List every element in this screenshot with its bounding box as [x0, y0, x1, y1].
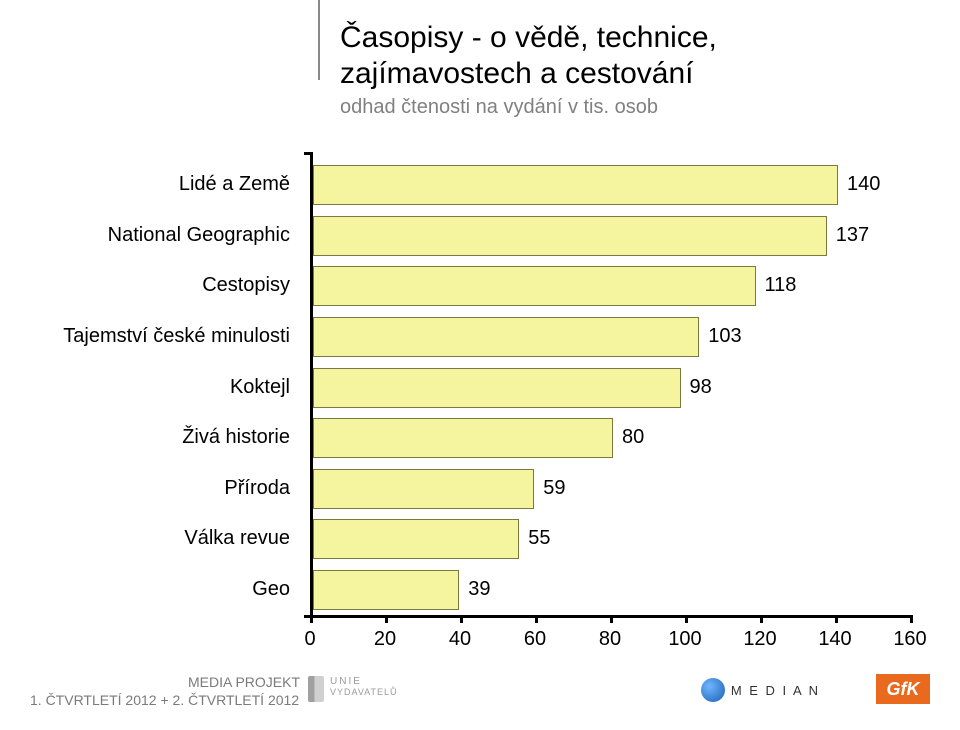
bar-value: 98 [690, 376, 712, 399]
bar-value: 140 [847, 173, 880, 196]
category-label: National Geographic [40, 224, 290, 246]
category-label: Živá historie [40, 426, 290, 448]
bar [313, 216, 827, 256]
bar-value: 80 [622, 426, 644, 449]
cpa-logo-icon [308, 676, 324, 702]
plot-area: 1401371181039880595539020406080100120140… [310, 160, 910, 638]
x-tick-label: 20 [374, 628, 396, 651]
bar [313, 418, 613, 458]
x-tick [910, 615, 913, 623]
median-dot-icon [701, 678, 725, 702]
median-text: M E D I A N [731, 683, 820, 698]
category-labels: Lidé a Země National Geographic Cestopisy T… [40, 160, 300, 610]
footer-line-1: MEDIA PROJEKT [188, 674, 300, 690]
bar [313, 266, 756, 306]
x-tick [835, 615, 838, 623]
x-tick-label: 0 [304, 628, 315, 651]
median-logo: M E D I A N [701, 678, 820, 702]
bar [313, 469, 534, 509]
unie-top: UNIE [330, 676, 362, 687]
category-label: Koktejl [40, 376, 290, 398]
gfk-logo: GfK [876, 674, 930, 704]
x-tick-label: 60 [524, 628, 546, 651]
category-label: Tajemství české minulosti [40, 325, 290, 347]
bar [313, 317, 699, 357]
title-block: Časopisy - o vědě, technice, zajímavoste… [340, 20, 900, 119]
bar-value: 118 [765, 274, 797, 297]
x-tick-label: 40 [449, 628, 471, 651]
x-tick-label: 80 [599, 628, 621, 651]
category-label: Příroda [40, 477, 290, 499]
title-line-2: zajímavostech a cestování [340, 56, 900, 92]
category-label: Geo [40, 578, 290, 600]
x-axis [304, 615, 910, 618]
x-tick [535, 615, 538, 623]
category-label: Lidé a Země [40, 173, 290, 195]
title-line-1: Časopisy - o vědě, technice, [340, 20, 900, 56]
bar-value: 103 [708, 325, 741, 348]
footer-line-2: 1. ČTVRTLETÍ 2012 + 2. ČTVRTLETÍ 2012 [30, 692, 299, 708]
title-sub: odhad čtenosti na vydání v tis. osob [340, 96, 900, 119]
x-tick [610, 615, 613, 623]
bar [313, 165, 838, 205]
x-tick-label: 160 [893, 628, 926, 651]
category-label: Cestopisy [40, 274, 290, 296]
x-tick-label: 100 [668, 628, 701, 651]
x-tick [460, 615, 463, 623]
bar-value: 55 [528, 527, 550, 550]
x-tick-label: 120 [743, 628, 776, 651]
bar-chart: Lidé a Země National Geographic Cestopisy T… [40, 160, 920, 640]
bar [313, 570, 459, 610]
unie-logo: UNIE VYDAVATELŮ [330, 676, 398, 698]
x-tick [385, 615, 388, 623]
x-tick-label: 140 [818, 628, 851, 651]
vertical-divider [318, 0, 320, 80]
unie-bottom: VYDAVATELŮ [330, 687, 398, 697]
x-tick [310, 615, 313, 623]
y-axis-top-tick [304, 152, 310, 155]
bar-value: 137 [836, 224, 869, 247]
footer: MEDIA PROJEKT 1. ČTVRTLETÍ 2012 + 2. ČTV… [30, 672, 930, 722]
bar-value: 39 [468, 578, 490, 601]
bar [313, 368, 681, 408]
category-label: Válka revue [40, 527, 290, 549]
x-tick [760, 615, 763, 623]
bar [313, 519, 519, 559]
x-tick [685, 615, 688, 623]
bar-value: 59 [543, 477, 565, 500]
